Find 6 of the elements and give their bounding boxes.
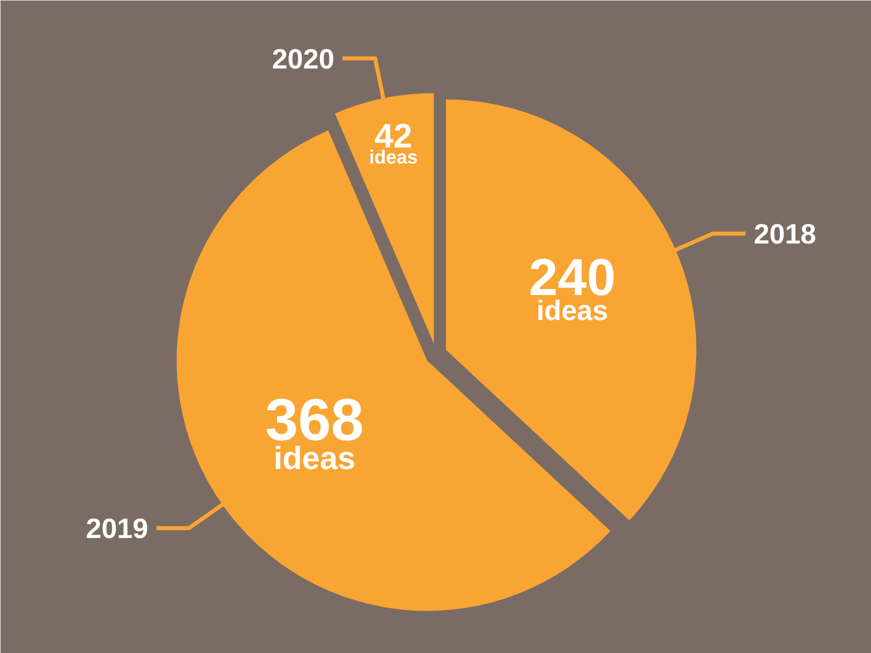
- slice-label: 2019: [86, 513, 148, 544]
- data-label: 240 ideas: [528, 248, 616, 326]
- slice-label: 2018: [754, 218, 816, 250]
- data-label: 42 ideas: [369, 117, 418, 168]
- slice-label: 2020: [272, 43, 334, 74]
- data-label: 368 ideas: [265, 386, 364, 476]
